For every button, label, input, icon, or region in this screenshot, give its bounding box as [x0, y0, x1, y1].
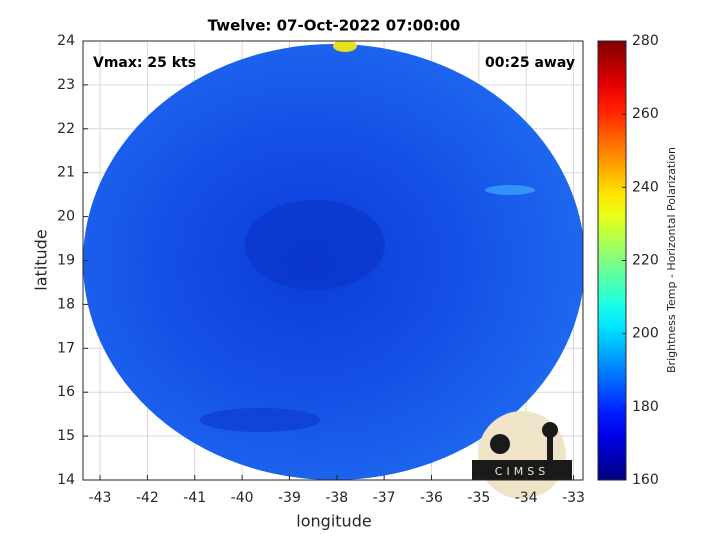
x-tick-label: -37 [373, 490, 396, 506]
colorbar-tick-label: 240 [632, 179, 659, 195]
logo-dish [490, 434, 510, 454]
y-tick-label: 19 [57, 253, 75, 269]
y-tick-label: 14 [57, 472, 75, 488]
y-tick-label: 15 [57, 428, 75, 444]
colorbar-tick-label: 160 [632, 472, 659, 488]
colorbar-label: Brightness Temp - Horizontal Polarizatio… [665, 147, 678, 373]
colorbar-tick-label: 220 [632, 253, 659, 269]
x-axis-label: longitude [296, 512, 371, 531]
y-axis-label: latitude [32, 229, 51, 290]
colorbar-tick-label: 180 [632, 399, 659, 415]
x-tick-label: -43 [89, 490, 112, 506]
y-tick-label: 21 [57, 165, 75, 181]
y-tick-label: 20 [57, 209, 75, 225]
y-tick-label: 23 [57, 77, 75, 93]
logo: CIMSS [472, 411, 572, 499]
chart-title: Twelve: 07-Oct-2022 07:00:00 [208, 17, 461, 35]
x-tick-label: -42 [136, 490, 159, 506]
colorbar-tick-label: 260 [632, 106, 659, 122]
y-tick-label: 18 [57, 296, 75, 312]
logo-text: CIMSS [495, 465, 549, 478]
y-tick-label: 22 [57, 121, 75, 137]
logo-tower [542, 422, 558, 438]
x-tick-label: -41 [183, 490, 206, 506]
x-tick-label: -38 [325, 490, 348, 506]
annotation: Vmax: 25 kts [93, 55, 196, 71]
colorbar-tick-label: 280 [632, 33, 659, 49]
x-tick-label: -40 [231, 490, 254, 506]
logo-base [472, 460, 572, 480]
swath-feature [200, 408, 320, 432]
image [83, 41, 583, 480]
x-tick-label: -39 [278, 490, 301, 506]
swath-feature [333, 41, 357, 52]
x-tick-label: -33 [562, 490, 585, 506]
colorbar-tick-label: 200 [632, 326, 659, 342]
y-tick-label: 17 [57, 340, 75, 356]
colorbar [597, 40, 627, 481]
swath-feature [485, 185, 535, 195]
y-tick-label: 24 [57, 33, 75, 49]
annotation: 00:25 away [485, 55, 575, 71]
x-tick-label: -35 [467, 490, 490, 506]
x-tick-label: -36 [420, 490, 443, 506]
y-tick-label: 16 [57, 384, 75, 400]
x-tick-label: -34 [515, 490, 538, 506]
swath-feature [245, 200, 385, 290]
logo-tower [547, 436, 553, 462]
